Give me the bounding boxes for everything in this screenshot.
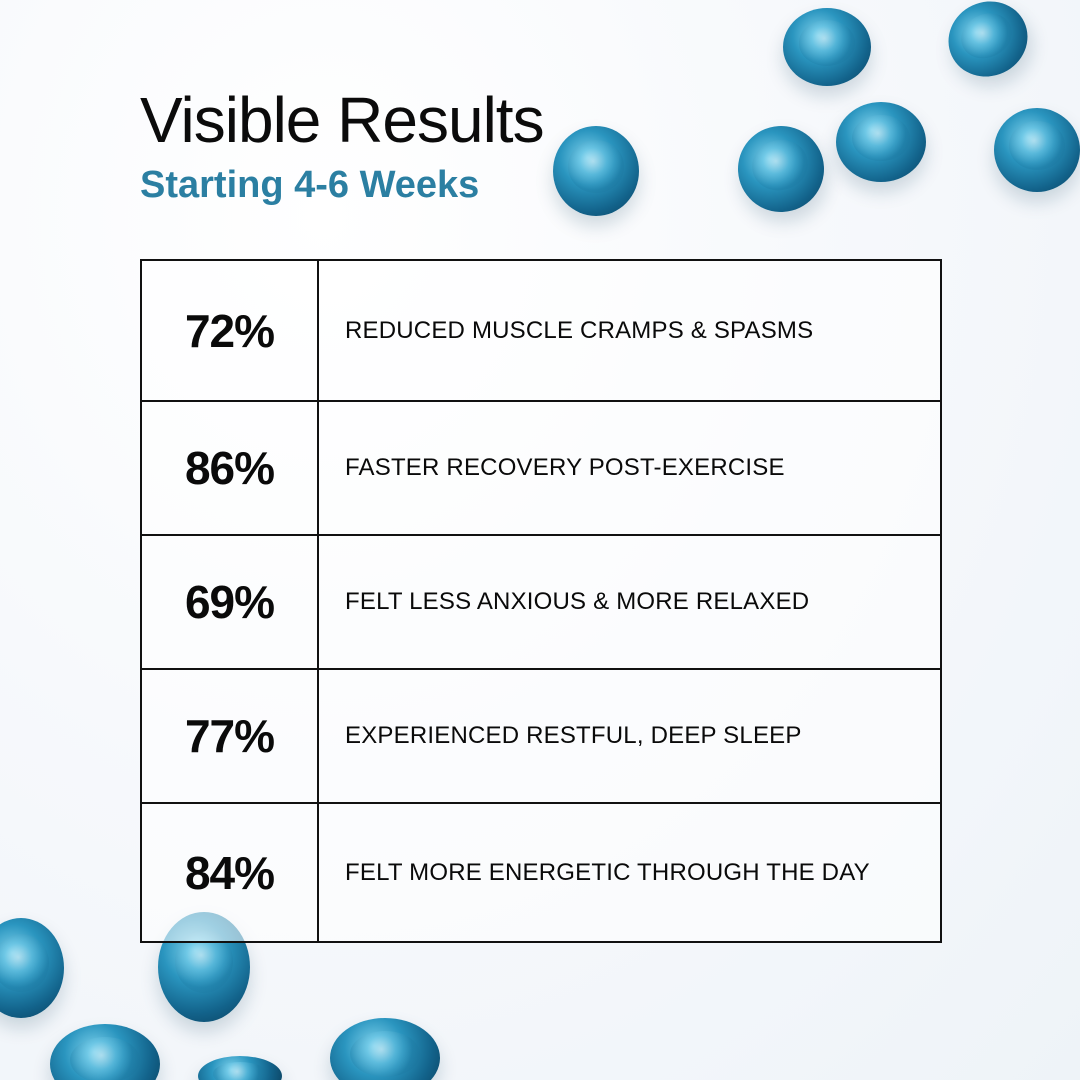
gummy-capsule-icon [728, 116, 834, 222]
result-label: FELT MORE ENERGETIC THROUGH THE DAY [317, 802, 942, 943]
result-percent: 86% [140, 400, 319, 536]
result-percent: 77% [140, 668, 319, 804]
gummy-capsule-icon [330, 1018, 440, 1080]
table-row: 69% FELT LESS ANXIOUS & MORE RELAXED [140, 534, 942, 670]
result-percent: 69% [140, 534, 319, 670]
gummy-capsule-icon [50, 1024, 160, 1080]
result-label: REDUCED MUSCLE CRAMPS & SPASMS [317, 259, 942, 402]
table-row: 72% REDUCED MUSCLE CRAMPS & SPASMS [140, 259, 942, 402]
gummy-capsule-icon [836, 102, 926, 182]
gummy-capsule-icon [0, 918, 64, 1018]
results-table: 72% REDUCED MUSCLE CRAMPS & SPASMS 86% F… [140, 259, 942, 943]
page-subtitle: Starting 4-6 Weeks [140, 164, 480, 206]
result-label: EXPERIENCED RESTFUL, DEEP SLEEP [317, 668, 942, 804]
result-percent: 72% [140, 259, 319, 402]
table-row: 84% FELT MORE ENERGETIC THROUGH THE DAY [140, 802, 942, 943]
gummy-capsule-icon [936, 0, 1040, 90]
gummy-capsule-icon [198, 1056, 282, 1080]
gummy-capsule-icon [994, 108, 1080, 192]
result-percent: 84% [140, 802, 319, 943]
table-row: 77% EXPERIENCED RESTFUL, DEEP SLEEP [140, 668, 942, 804]
gummy-capsule-icon [783, 8, 871, 86]
gummy-capsule-icon [553, 126, 639, 216]
result-label: FASTER RECOVERY POST-EXERCISE [317, 400, 942, 536]
result-label: FELT LESS ANXIOUS & MORE RELAXED [317, 534, 942, 670]
page-title: Visible Results [140, 84, 545, 156]
table-row: 86% FASTER RECOVERY POST-EXERCISE [140, 400, 942, 536]
